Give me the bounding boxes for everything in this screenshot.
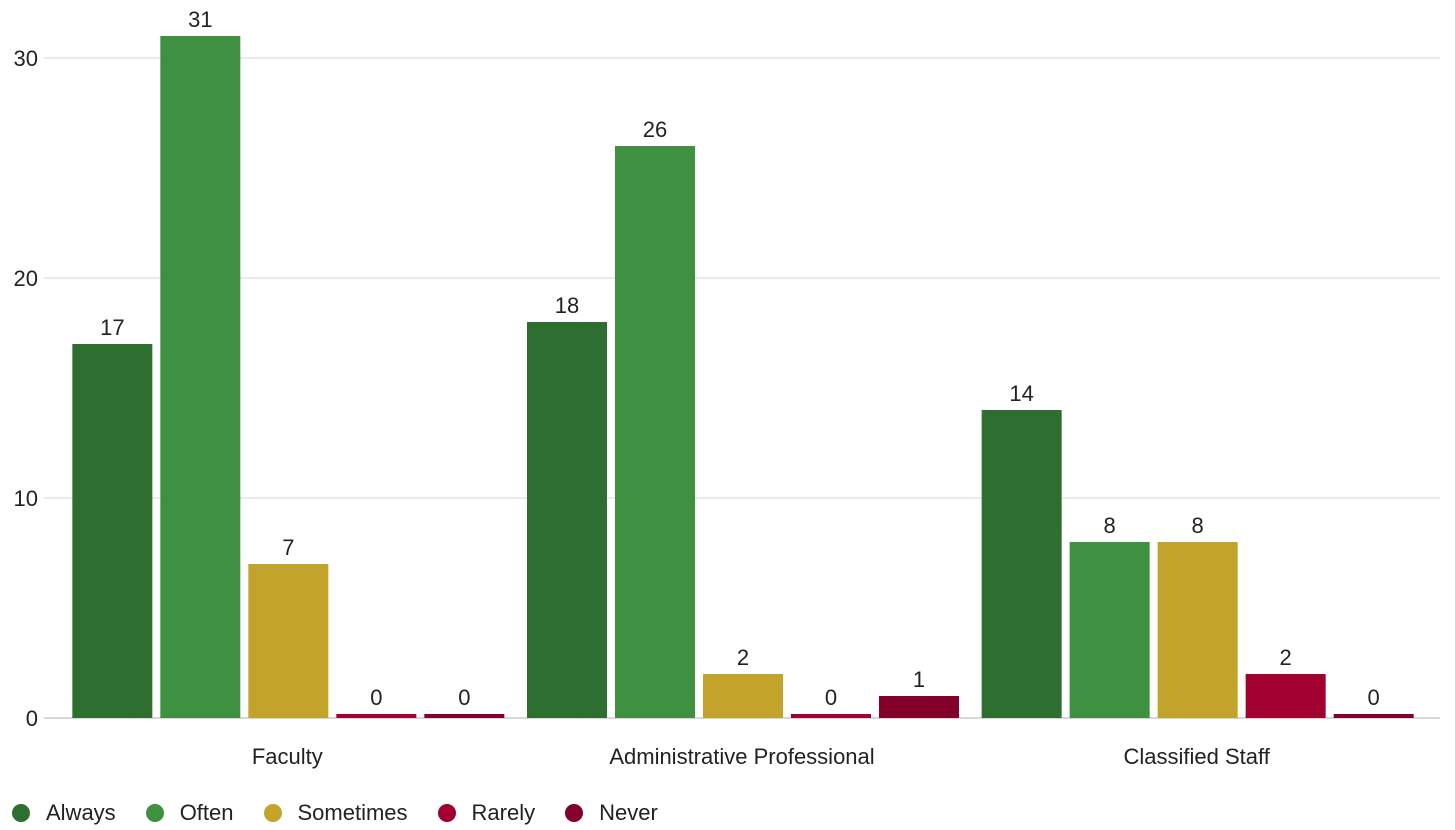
legend-label: Never [599, 800, 658, 825]
data-label: 0 [458, 685, 470, 710]
y-tick-label: 10 [14, 486, 38, 511]
y-tick-label: 30 [14, 46, 38, 71]
legend-dot-icon [263, 804, 282, 822]
legend-label: Often [179, 800, 234, 825]
bar [527, 322, 607, 718]
bar [336, 714, 417, 718]
bar [160, 36, 241, 718]
legend-label: Always [46, 800, 116, 825]
legend-label: Sometimes [297, 800, 408, 825]
bar [1245, 674, 1326, 718]
legend-label: Rarely [471, 800, 536, 825]
bar [1069, 542, 1150, 718]
data-label: 0 [825, 685, 837, 710]
data-label: 8 [1192, 513, 1204, 538]
y-tick-label: 0 [26, 706, 38, 731]
data-label: 17 [100, 315, 124, 340]
legend-dot-icon [437, 804, 456, 822]
category-label: Faculty [252, 744, 323, 769]
legend-item: Never [565, 800, 658, 826]
bar [1157, 542, 1238, 718]
legend-dot-icon [145, 804, 164, 822]
bar [703, 674, 783, 718]
data-label: 26 [643, 117, 667, 142]
data-label: 7 [282, 535, 294, 560]
bar [248, 564, 329, 718]
legend-item: Often [145, 800, 234, 826]
bar [981, 410, 1062, 718]
data-label: 2 [737, 645, 749, 670]
legend-dot-icon [12, 804, 30, 822]
bar [424, 714, 505, 718]
data-label: 8 [1104, 513, 1116, 538]
data-label: 0 [370, 685, 382, 710]
category-label: Classified Staff [1123, 744, 1270, 769]
y-tick-label: 20 [14, 266, 38, 291]
legend-item: Always [12, 800, 116, 826]
data-label: 2 [1280, 645, 1292, 670]
data-label: 18 [555, 293, 579, 318]
data-label: 1 [913, 667, 925, 692]
bar [72, 344, 153, 718]
category-label: Administrative Professional [609, 744, 874, 769]
bar [1333, 714, 1414, 718]
bar [615, 146, 695, 718]
data-label: 31 [188, 7, 212, 32]
bar [791, 714, 871, 718]
legend-item: Rarely [437, 800, 536, 826]
legend: Always Often Sometimes Rarely Never [12, 800, 688, 826]
legend-item: Sometimes [263, 800, 408, 826]
legend-dot-icon [565, 804, 584, 822]
data-label: 0 [1368, 685, 1380, 710]
bar [879, 696, 959, 718]
data-label: 14 [1009, 381, 1033, 406]
